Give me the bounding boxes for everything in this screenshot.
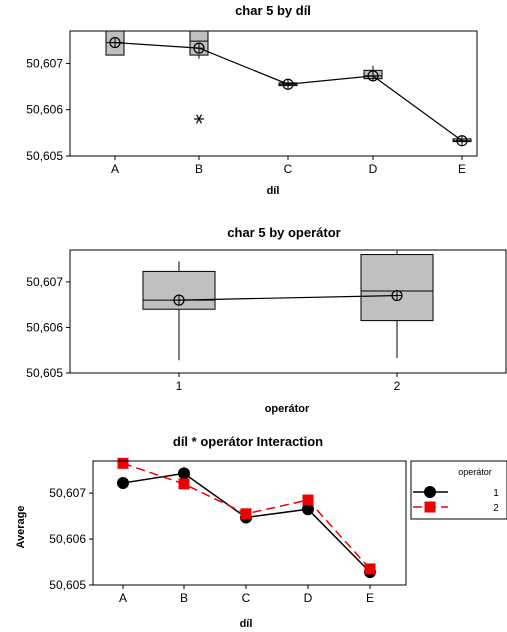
x-tick-label: A (111, 162, 119, 176)
mean-connect-line (178, 294, 398, 301)
series-point-1 (117, 477, 129, 490)
y-tick-label: 50,606 (26, 103, 63, 117)
legend-marker-1 (424, 486, 436, 498)
series-point-2 (364, 563, 376, 575)
chart3-ylabel: Average (15, 505, 27, 548)
y-tick-label: 50,605 (49, 578, 86, 592)
legend-label-1: 1 (493, 488, 499, 499)
chart3-title: díl * operátor Interaction (173, 434, 323, 449)
series-point-2 (240, 508, 252, 520)
y-tick-label: 50,606 (49, 532, 86, 546)
y-tick-label: 50,605 (26, 366, 63, 380)
chart1-xlabel: díl (267, 185, 280, 197)
chart-box-by-dil: char 5 by díl díl 50,605 50,606 50,607 A B C D… (26, 3, 478, 197)
chart2-xlabel: operátor (265, 403, 310, 415)
chart-box-by-operator: char 5 by operátor operátor 50,605 50,606… (26, 225, 507, 415)
series-point-2 (178, 478, 190, 490)
x-tick-label: 1 (176, 379, 183, 393)
legend-marker-2 (424, 501, 436, 513)
x-tick-label: 2 (394, 379, 401, 393)
chart1-title: char 5 by díl (235, 3, 311, 18)
chart1-frame (69, 30, 478, 157)
x-tick-label: A (119, 591, 127, 605)
x-tick-label: C (242, 591, 251, 605)
series-point-2 (117, 457, 129, 469)
x-tick-label: D (369, 162, 378, 176)
legend-label-2: 2 (493, 503, 499, 514)
x-tick-label: B (180, 591, 188, 605)
chart-interaction: díl * operátor Interaction díl Average 5… (15, 434, 507, 630)
series-point-1 (302, 503, 314, 516)
x-tick-label: E (458, 162, 466, 176)
chart2-frame (69, 249, 507, 374)
y-tick-label: 50,605 (26, 149, 63, 163)
chart3-xlabel: díl (240, 618, 253, 630)
box-iqr (360, 254, 434, 322)
x-tick-label: E (366, 591, 374, 605)
y-tick-label: 50,607 (26, 56, 63, 70)
legend: operátor 1 2 (410, 460, 507, 520)
x-tick-label: C (284, 162, 293, 176)
legend-title: operátor (458, 467, 492, 477)
series-point-2 (302, 494, 314, 506)
x-tick-label: D (304, 591, 313, 605)
y-tick-label: 50,606 (26, 320, 63, 334)
outlier-point (195, 114, 203, 124)
chart2-title: char 5 by operátor (227, 225, 340, 240)
x-tick-label: B (195, 162, 203, 176)
y-tick-label: 50,607 (49, 486, 86, 500)
mean-connect-line (114, 41, 463, 142)
series-point-1 (178, 467, 190, 480)
y-tick-label: 50,607 (26, 275, 63, 289)
chart3-frame (92, 460, 407, 586)
